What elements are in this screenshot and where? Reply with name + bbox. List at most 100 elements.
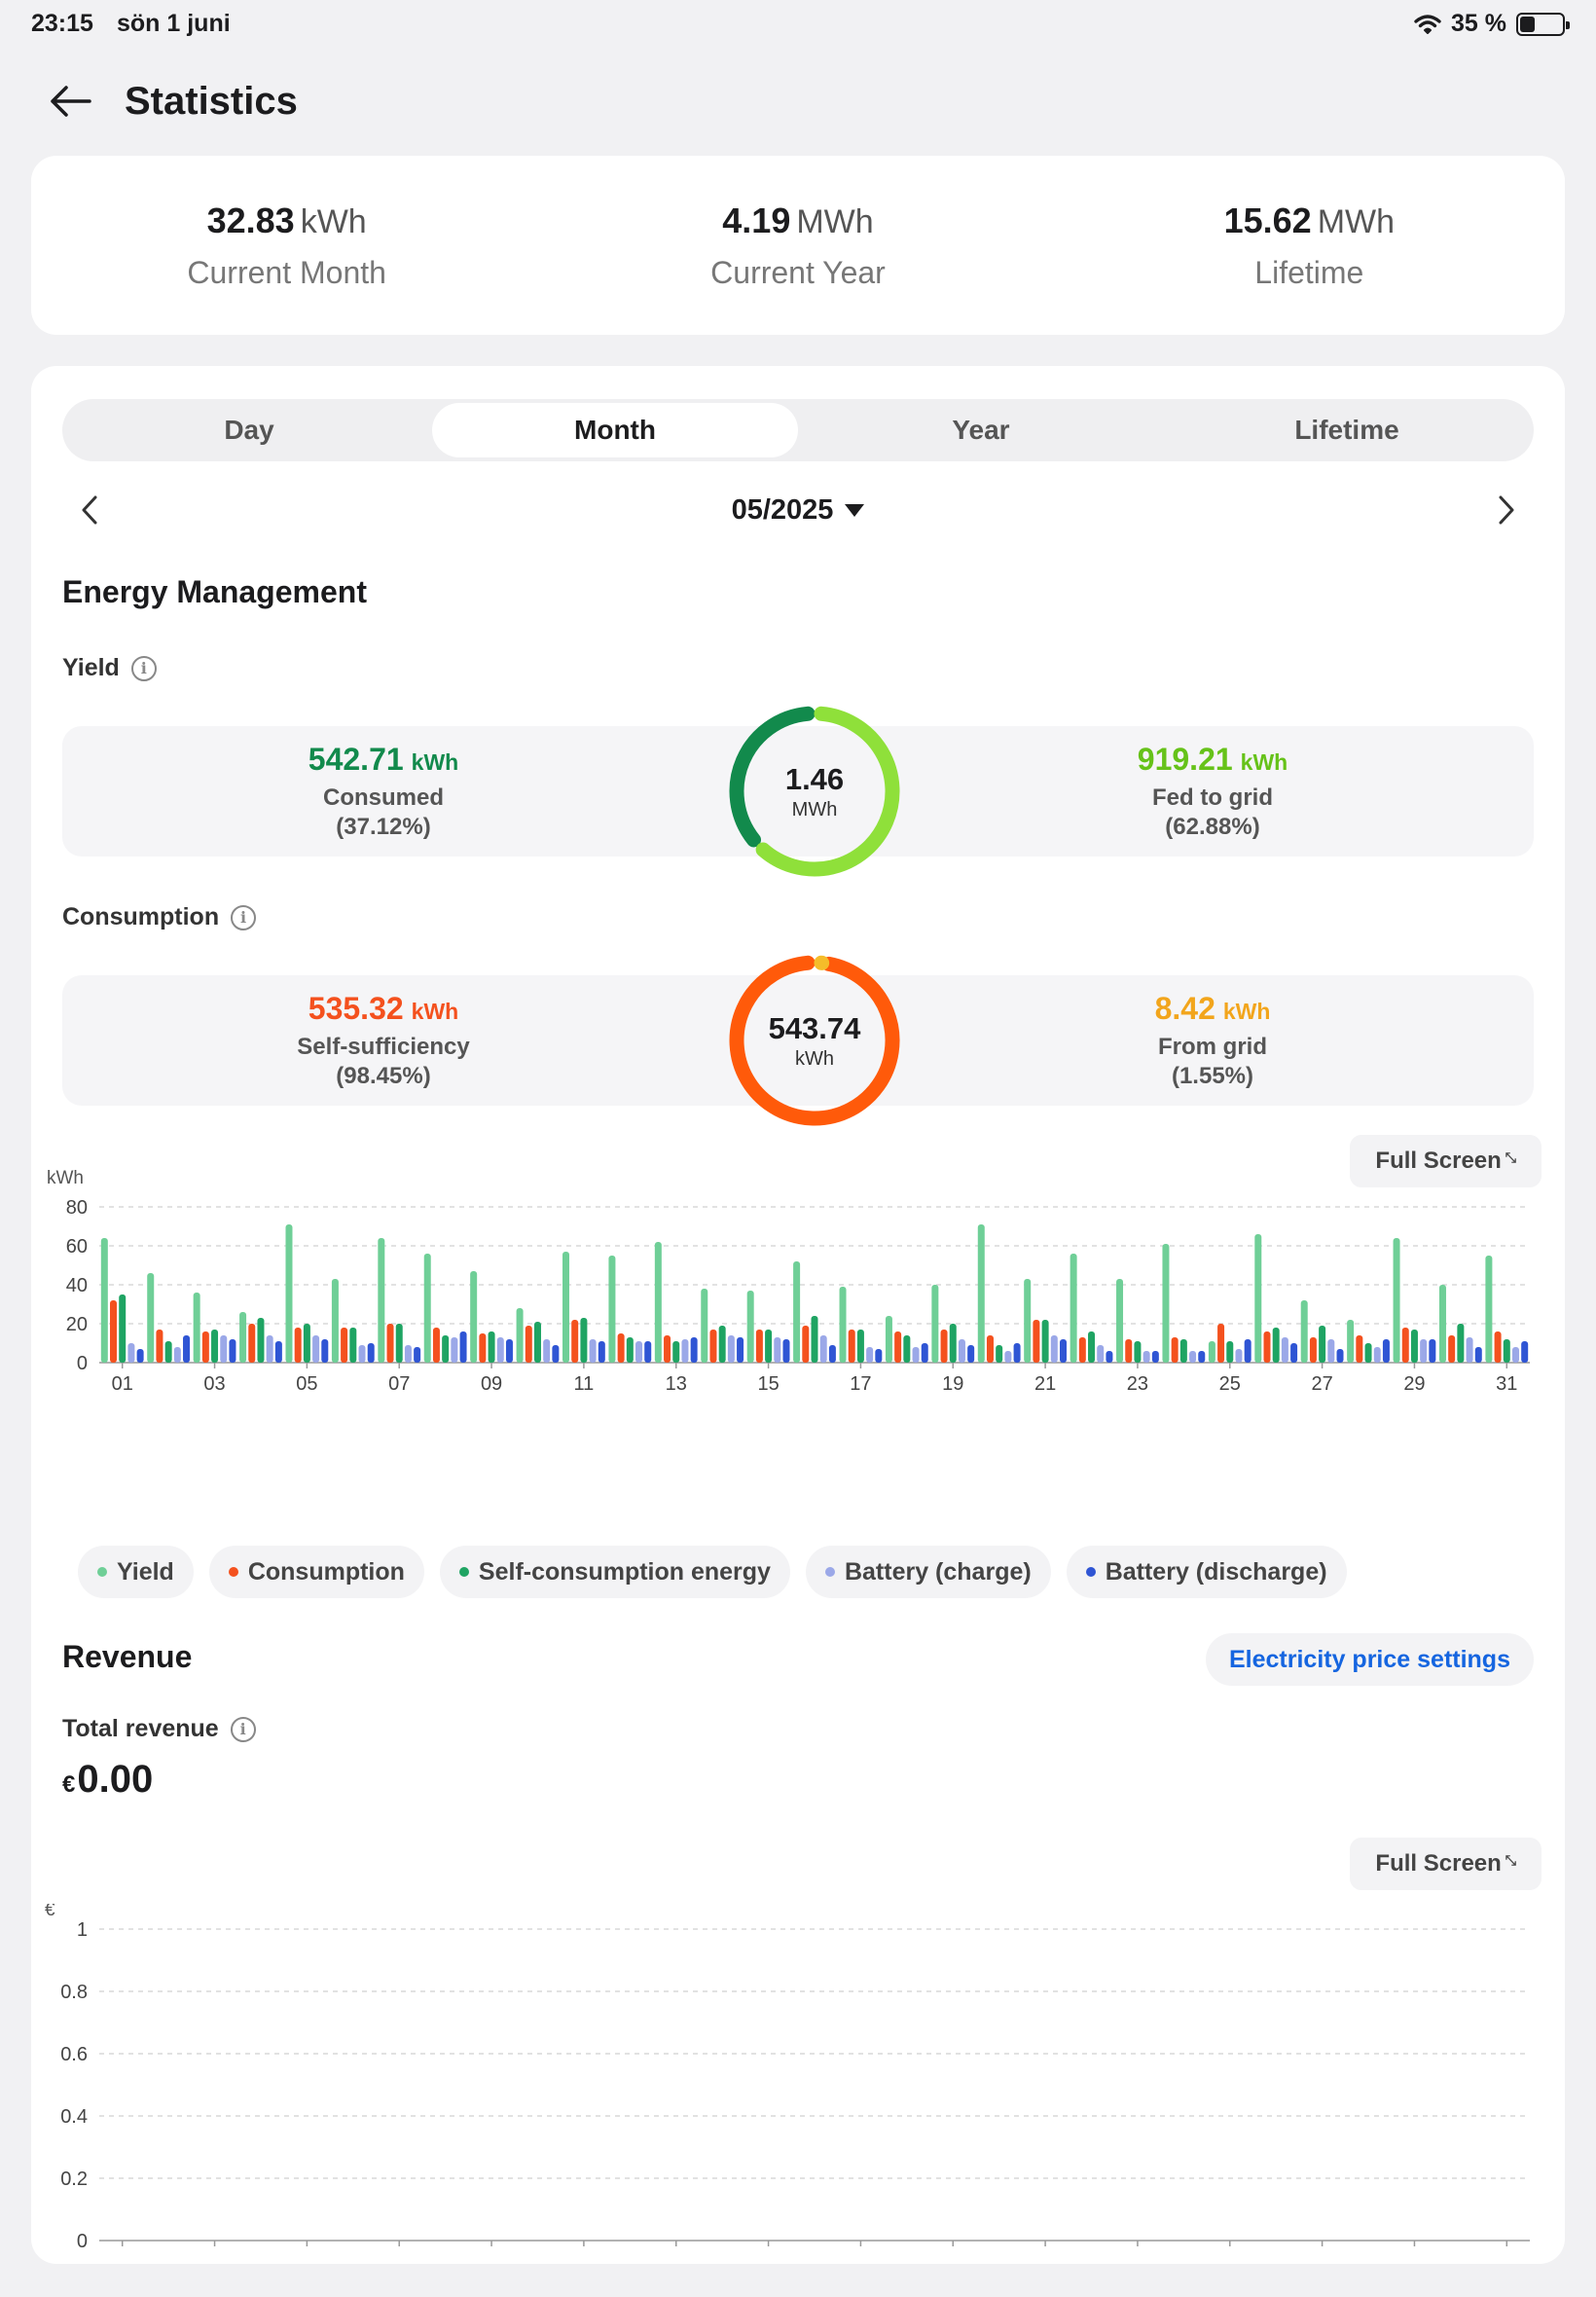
bar-self[interactable] (1364, 1343, 1372, 1363)
bar-battery-discharge[interactable] (1151, 1351, 1159, 1363)
bar-battery-discharge[interactable] (183, 1335, 191, 1363)
bar-consumption[interactable] (894, 1331, 902, 1363)
bar-battery-discharge[interactable] (274, 1341, 282, 1363)
bar-consumption[interactable] (1356, 1335, 1363, 1363)
bar-battery-charge[interactable] (635, 1341, 643, 1363)
bar-battery-discharge[interactable] (1474, 1347, 1482, 1363)
bar-battery-charge[interactable] (1466, 1337, 1473, 1363)
bar-consumption[interactable] (110, 1300, 118, 1363)
bar-battery-discharge[interactable] (875, 1349, 883, 1363)
bar-consumption[interactable] (1309, 1337, 1317, 1363)
bar-yield[interactable] (1393, 1238, 1400, 1363)
bar-consumption[interactable] (341, 1328, 348, 1363)
bar-yield[interactable] (331, 1279, 339, 1363)
tab-lifetime[interactable]: Lifetime (1294, 415, 1399, 445)
bar-consumption[interactable] (940, 1330, 948, 1363)
bar-consumption[interactable] (755, 1330, 763, 1363)
bar-consumption[interactable] (709, 1330, 717, 1363)
bar-consumption[interactable] (1125, 1339, 1133, 1363)
bar-consumption[interactable] (1401, 1328, 1409, 1363)
bar-battery-charge[interactable] (543, 1339, 551, 1363)
bar-battery-charge[interactable] (1004, 1351, 1012, 1363)
legend-battery-charge[interactable]: Battery (charge) (805, 1546, 1051, 1598)
bar-self[interactable] (996, 1345, 1003, 1363)
bar-self[interactable] (811, 1316, 818, 1363)
bar-battery-charge[interactable] (220, 1335, 228, 1363)
bar-self[interactable] (765, 1330, 773, 1363)
info-icon[interactable]: i (231, 904, 257, 930)
bar-yield[interactable] (516, 1308, 524, 1363)
bar-battery-discharge[interactable] (1290, 1343, 1298, 1363)
bar-consumption[interactable] (1171, 1337, 1179, 1363)
bar-battery-charge[interactable] (958, 1339, 965, 1363)
bar-battery-charge[interactable] (589, 1339, 597, 1363)
bar-self[interactable] (349, 1328, 357, 1363)
bar-battery-discharge[interactable] (1244, 1339, 1251, 1363)
bar-consumption[interactable] (1494, 1331, 1502, 1363)
bar-yield[interactable] (100, 1238, 108, 1363)
bar-yield[interactable] (931, 1285, 939, 1363)
bar-yield[interactable] (562, 1252, 570, 1363)
bar-consumption[interactable] (617, 1333, 625, 1363)
legend-self-consumption[interactable]: Self-consumption energy (439, 1546, 790, 1598)
bar-yield[interactable] (193, 1293, 200, 1363)
bar-consumption[interactable] (1033, 1320, 1040, 1363)
bar-yield[interactable] (1300, 1300, 1308, 1363)
next-period-button[interactable] (1479, 483, 1534, 537)
bar-yield[interactable] (746, 1291, 754, 1363)
energy-full-screen-button[interactable]: Full Screen ⤡ (1350, 1135, 1542, 1187)
bar-consumption[interactable] (848, 1330, 855, 1363)
bar-self[interactable] (1134, 1341, 1142, 1363)
bar-battery-discharge[interactable] (737, 1337, 744, 1363)
bar-self[interactable] (949, 1324, 957, 1363)
bar-battery-discharge[interactable] (644, 1341, 652, 1363)
bar-consumption[interactable] (664, 1335, 671, 1363)
back-button[interactable] (43, 74, 97, 128)
bar-battery-charge[interactable] (1143, 1351, 1150, 1363)
bar-self[interactable] (257, 1318, 265, 1363)
bar-yield[interactable] (147, 1273, 155, 1363)
bar-consumption[interactable] (156, 1330, 163, 1363)
bar-battery-discharge[interactable] (552, 1345, 560, 1363)
bar-battery-discharge[interactable] (1336, 1349, 1344, 1363)
bar-consumption[interactable] (571, 1320, 579, 1363)
bar-consumption[interactable] (525, 1326, 532, 1363)
bar-self[interactable] (626, 1337, 634, 1363)
bar-battery-charge[interactable] (1050, 1335, 1058, 1363)
legend-yield[interactable]: Yield (78, 1546, 194, 1598)
bar-self[interactable] (903, 1335, 911, 1363)
bar-battery-charge[interactable] (266, 1335, 273, 1363)
bar-consumption[interactable] (1263, 1331, 1271, 1363)
bar-battery-discharge[interactable] (1521, 1341, 1529, 1363)
bar-battery-discharge[interactable] (1198, 1351, 1206, 1363)
bar-battery-discharge[interactable] (367, 1343, 375, 1363)
tab-year[interactable]: Year (952, 415, 1010, 445)
bar-self[interactable] (303, 1324, 310, 1363)
bar-battery-charge[interactable] (1281, 1337, 1288, 1363)
bar-battery-charge[interactable] (173, 1347, 181, 1363)
bar-battery-charge[interactable] (451, 1337, 458, 1363)
tab-month[interactable]: Month (432, 403, 798, 457)
bar-yield[interactable] (1024, 1279, 1032, 1363)
bar-consumption[interactable] (986, 1335, 994, 1363)
bar-battery-discharge[interactable] (136, 1349, 144, 1363)
bar-yield[interactable] (885, 1316, 892, 1363)
bar-self[interactable] (395, 1324, 403, 1363)
bar-yield[interactable] (470, 1271, 478, 1363)
bar-battery-discharge[interactable] (967, 1345, 975, 1363)
bar-yield[interactable] (378, 1238, 385, 1363)
bar-battery-charge[interactable] (727, 1335, 735, 1363)
bar-battery-charge[interactable] (774, 1337, 781, 1363)
bar-battery-charge[interactable] (912, 1347, 920, 1363)
bar-battery-charge[interactable] (127, 1343, 135, 1363)
bar-yield[interactable] (1254, 1234, 1262, 1363)
bar-battery-discharge[interactable] (598, 1341, 605, 1363)
info-icon[interactable]: i (230, 1716, 256, 1742)
bar-battery-charge[interactable] (404, 1345, 412, 1363)
bar-battery-charge[interactable] (1097, 1345, 1105, 1363)
bar-battery-charge[interactable] (1235, 1349, 1243, 1363)
bar-self[interactable] (1503, 1339, 1510, 1363)
bar-battery-discharge[interactable] (321, 1339, 329, 1363)
bar-battery-discharge[interactable] (1429, 1339, 1436, 1363)
bar-yield[interactable] (1347, 1320, 1355, 1363)
